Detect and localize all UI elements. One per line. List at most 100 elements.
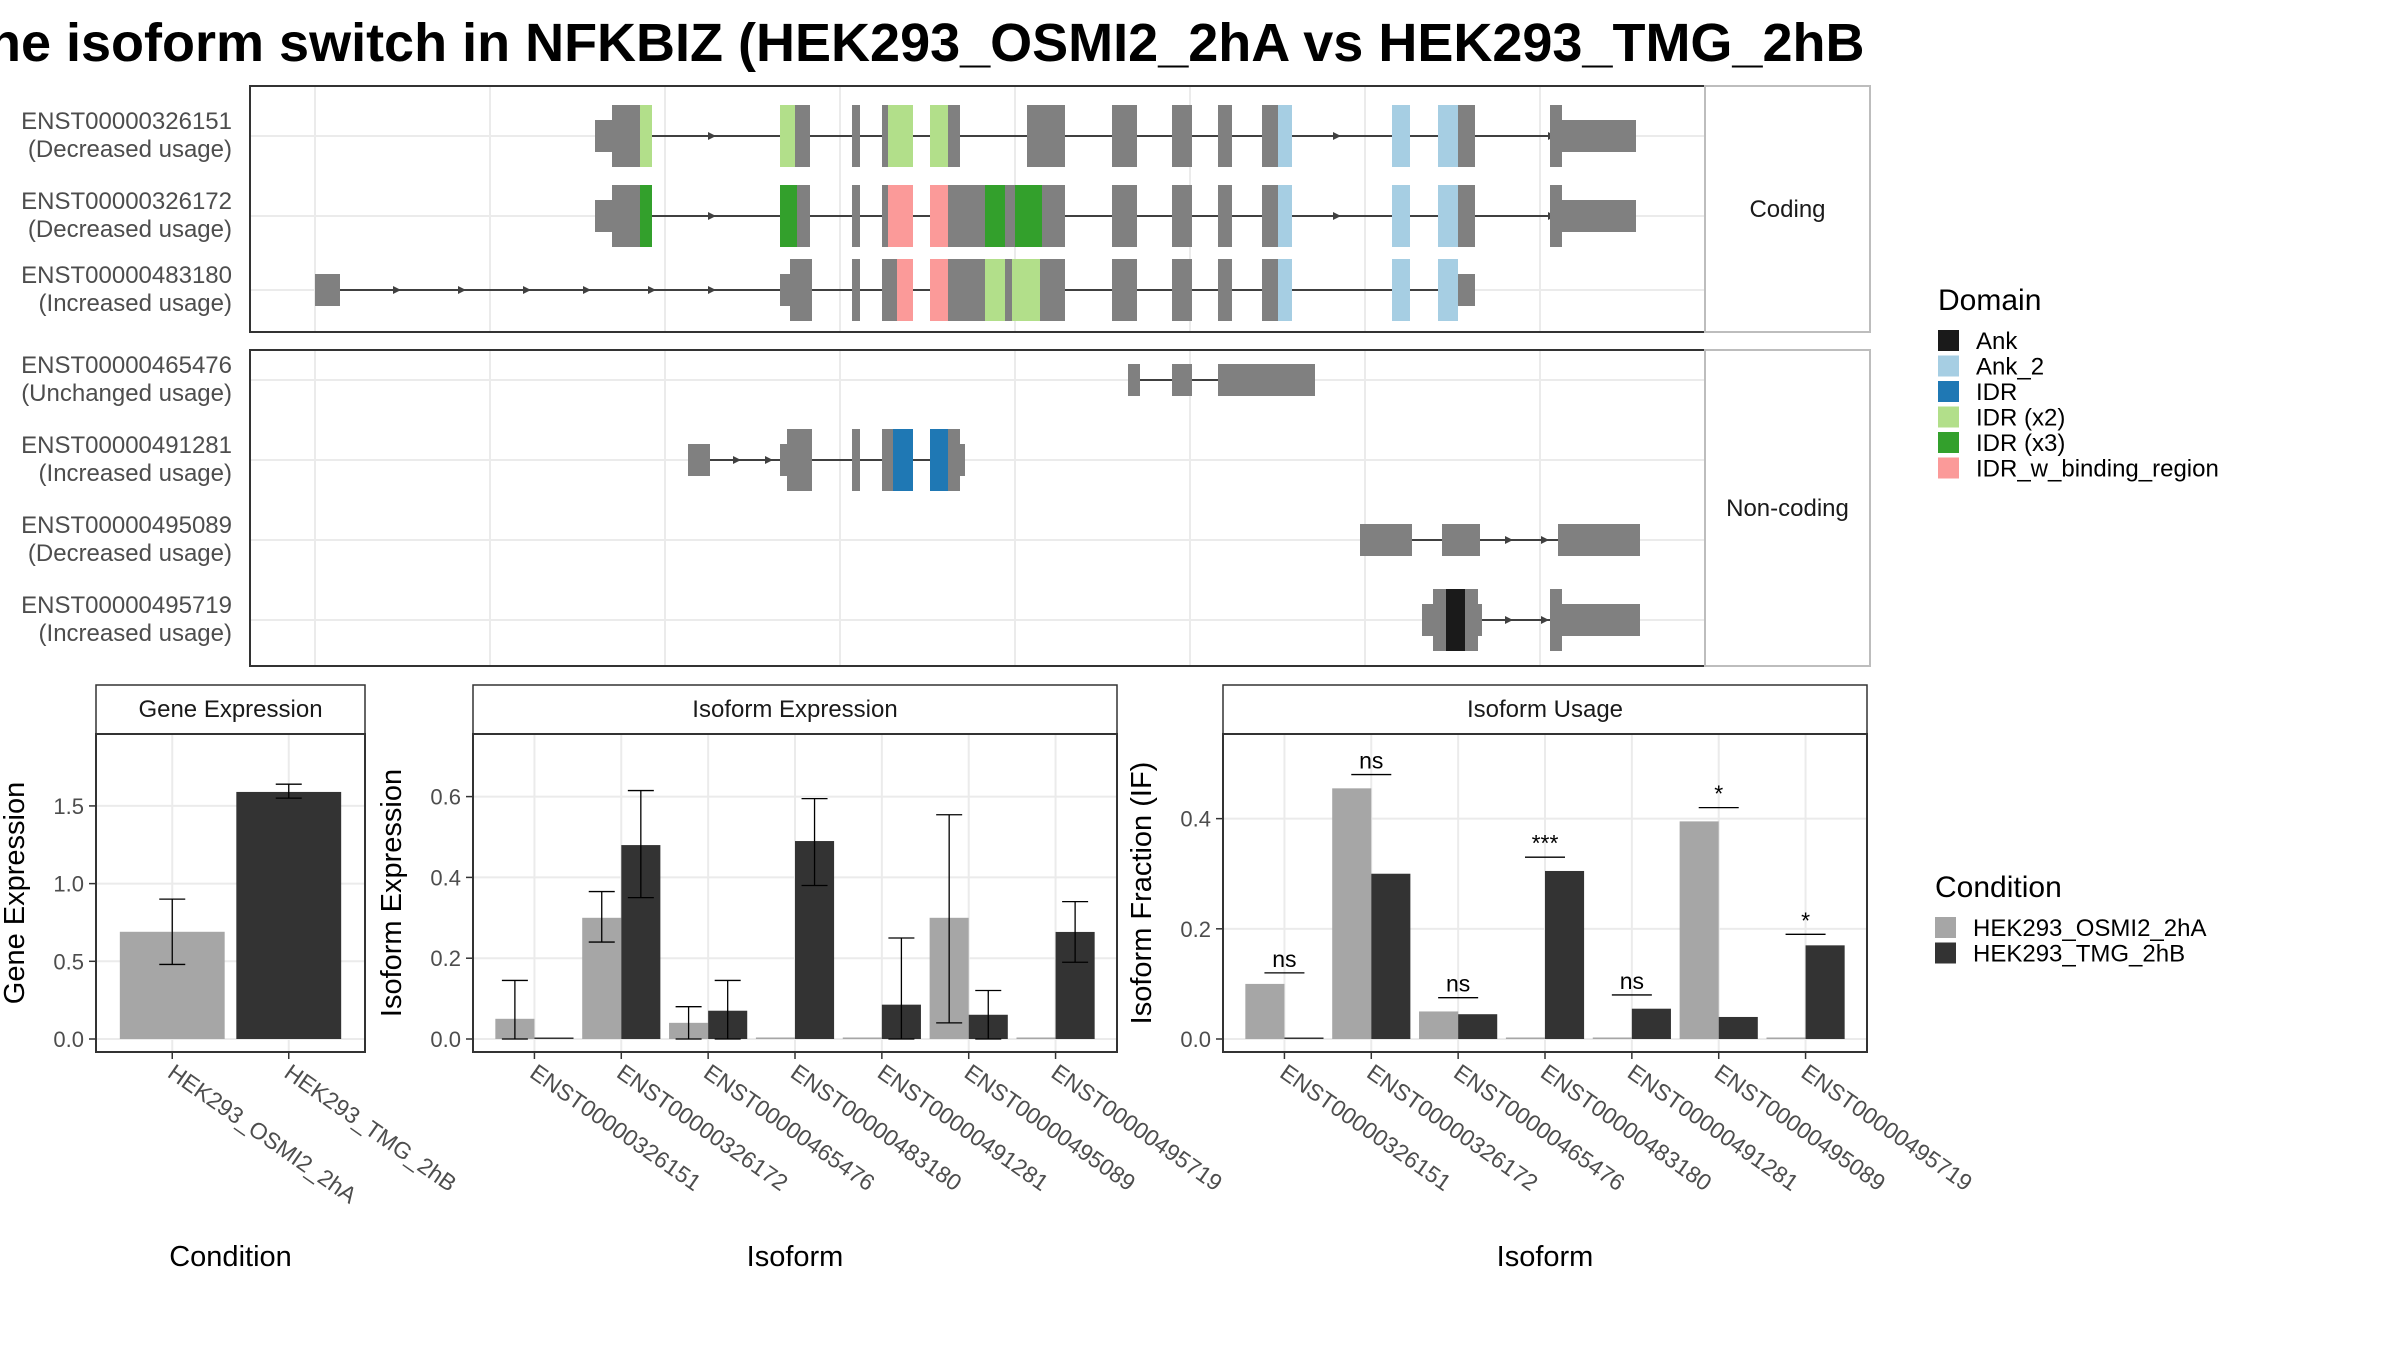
domain-region [1012,259,1040,321]
strand-arrow [708,132,716,140]
facet-strip [1704,349,1871,667]
exon [1005,259,1012,321]
y-tick-label: 0.0 [1180,1027,1211,1052]
bar [1371,873,1411,1039]
bar [1245,983,1285,1039]
bar [842,1037,882,1039]
exon [1218,364,1315,396]
domain-region [893,429,913,491]
transcript-track: ENST00000465476(Unchanged usage) [21,352,1315,407]
transcript-usage-label: (Increased usage) [39,460,232,487]
transcript-usage-label: (Decreased usage) [28,540,232,567]
legend-label: IDR [1976,379,2017,406]
exon [797,185,810,247]
transcript-id-label: ENST00000491281 [21,432,232,459]
domain-region [1392,105,1410,167]
transcript-track: ENST00000326151(Decreased usage) [21,105,1636,167]
exon [1218,185,1232,247]
bar [1592,1037,1632,1039]
strand-arrow [1333,132,1341,140]
legend-label: IDR (x2) [1976,405,2065,432]
bar [534,1037,574,1039]
exon [1550,589,1562,651]
transcript-track: ENST00000495719(Increased usage) [21,589,1640,651]
y-tick-label: 0.4 [1180,807,1211,832]
bar [1016,1037,1056,1039]
legend-label: HEK293_TMG_2hB [1973,941,2185,968]
panel-title: Gene Expression [138,696,322,723]
facet-label: Coding [1749,196,1825,223]
domain-region [1392,185,1410,247]
domain-region [1015,185,1042,247]
exon [787,429,812,491]
exon [1458,105,1475,167]
exon [1262,185,1278,247]
exon [852,429,860,491]
domain-region [1438,259,1458,321]
domain-region [1438,185,1458,247]
legend-key [1938,330,1959,351]
panel-strip [472,684,1118,735]
domain-region [897,259,913,321]
facet-strip [1704,85,1871,333]
transcript-usage-label: (Decreased usage) [28,216,232,243]
legend-key [1938,381,1959,402]
strand-arrow [458,286,466,294]
domain-region [780,105,795,167]
y-tick-label: 0.0 [430,1027,461,1052]
y-tick-label: 0.5 [53,949,84,974]
strand-arrow [708,286,716,294]
exon [1172,364,1192,396]
legend-key [1938,432,1959,453]
legend-title: Domain [1938,284,2041,317]
exon [1458,274,1475,306]
panel-background [250,350,1705,666]
y-tick-label: 0.2 [430,946,461,971]
y-axis-title: Isoform Expression [376,769,408,1017]
exon [1027,105,1065,167]
significance-label: * [1714,781,1723,807]
exon [1433,589,1446,651]
exon [1360,524,1412,556]
panel-title: Isoform Usage [1467,696,1623,723]
y-axis-title: Gene Expression [0,782,31,1004]
exon [882,185,888,247]
strand-arrow [648,286,656,294]
legend-key [1935,917,1956,938]
legend-key [1935,942,1956,964]
legend-title: Condition [1935,871,2062,904]
strand-arrow [1505,536,1513,544]
legend-label: HEK293_OSMI2_2hA [1973,915,2206,942]
legend-label: IDR_w_binding_region [1976,456,2219,483]
exon [1562,604,1640,636]
significance-label: ns [1446,971,1470,997]
y-tick-label: 1.0 [53,872,84,897]
exon [1218,105,1232,167]
exon [1478,604,1482,636]
bar [1545,870,1585,1039]
strand-arrow [733,456,741,464]
facet-label: Non-coding [1726,495,1849,522]
strand-arrow [1505,616,1513,624]
legend-label: IDR (x3) [1976,430,2065,457]
strand-arrow [393,286,401,294]
y-tick-label: 0.6 [430,785,461,810]
exon [1218,259,1232,321]
bar [755,1037,795,1039]
bar [1284,1037,1324,1039]
transcript-id-label: ENST00000326172 [21,188,232,215]
exon [1112,259,1137,321]
domain-region [930,429,948,491]
transcript-usage-label: (Increased usage) [39,290,232,317]
legend-label: Ank_2 [1976,354,2044,381]
domain-region [1278,259,1292,321]
exon [948,185,985,247]
strand-arrow [1541,616,1549,624]
domain-region [985,259,1005,321]
exon [1040,259,1065,321]
exon [1550,185,1562,247]
x-tick-label: HEK293_OSMI2_2hA [163,1059,362,1209]
